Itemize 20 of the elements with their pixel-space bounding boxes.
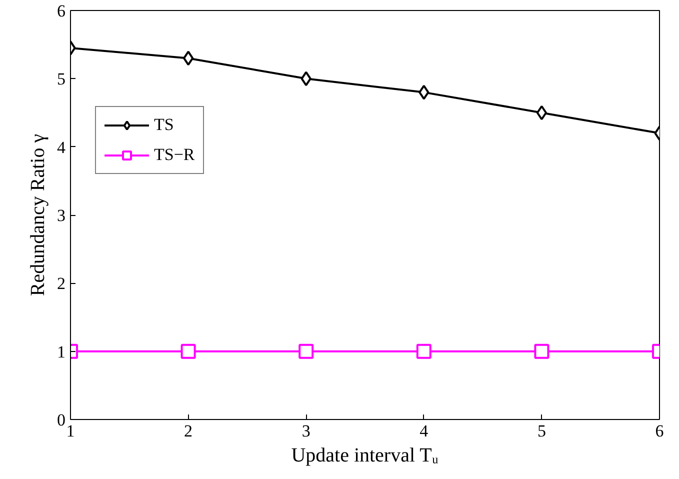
point — [298, 344, 314, 359]
x-tick-label: 5 — [537, 422, 546, 440]
y-tick-label: 4 — [57, 138, 66, 157]
y-tick-label: 5 — [57, 70, 66, 89]
x-tick-label: 2 — [184, 422, 193, 440]
point — [300, 71, 312, 86]
point — [416, 344, 432, 359]
x-axis-title: Update interval Tᵤ — [291, 444, 439, 466]
legend-label: TS — [154, 115, 174, 135]
x-tick-label: 3 — [302, 422, 310, 440]
y-tick-label: 3 — [57, 206, 66, 225]
y-tick-label: 1 — [57, 342, 66, 362]
y-tick-label: 2 — [57, 274, 66, 294]
y-tick-label: 6 — [57, 2, 66, 20]
y-tick-label: 0 — [57, 410, 66, 430]
x-tick-label: 4 — [420, 422, 429, 440]
point — [418, 84, 430, 100]
x-tick-label: 6 — [655, 422, 664, 440]
y-axis-title: Redundancy Ratio γ — [27, 134, 49, 296]
legend-label: TS−R — [154, 145, 195, 165]
